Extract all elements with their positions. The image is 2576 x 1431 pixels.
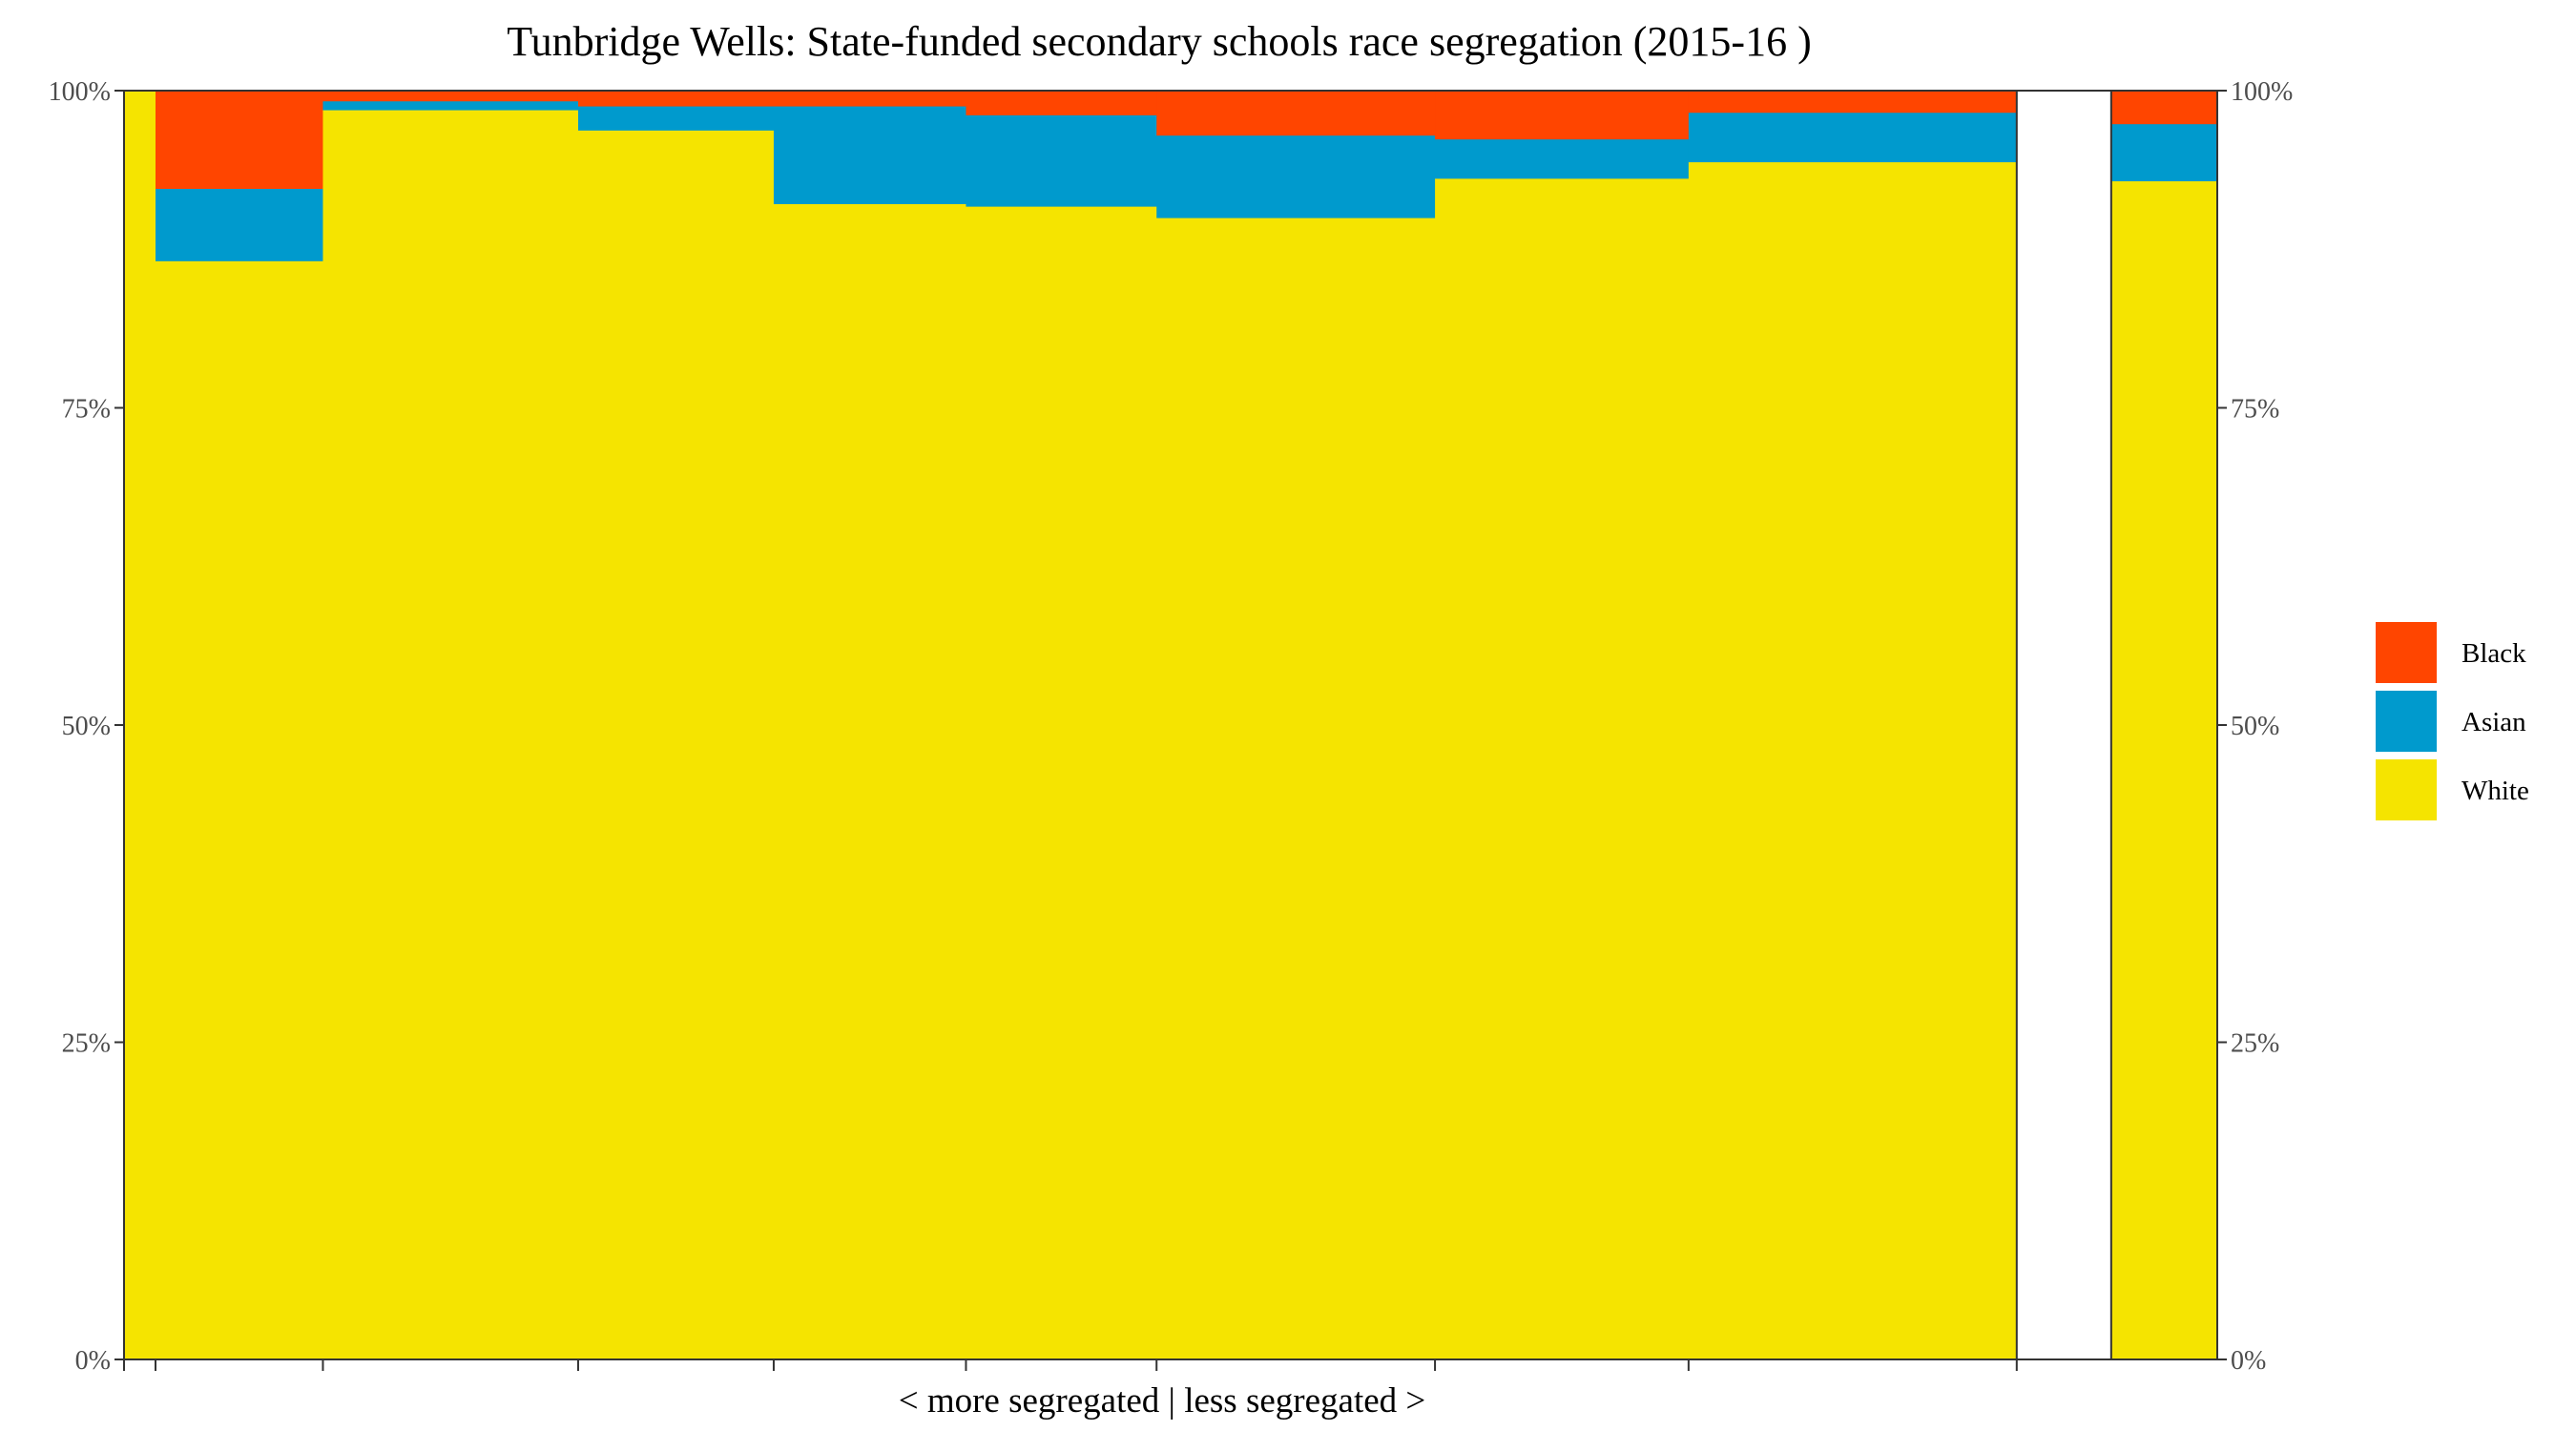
y-tick-label-left: 0%: [75, 1346, 111, 1376]
y-tick-label-left: 25%: [62, 1029, 111, 1059]
legend: Black Asian White: [2376, 622, 2529, 820]
bar-segment-black: [1435, 91, 1690, 140]
bar-segment-asian: [2110, 123, 2218, 182]
bar-segment-white: [1435, 177, 1690, 1360]
y-tick-label-left: 50%: [62, 712, 111, 741]
school-column: [156, 91, 324, 1360]
school-column: [966, 91, 1157, 1360]
bar-segment-asian: [156, 188, 324, 261]
y-tick-label-left: 100%: [49, 77, 111, 107]
bar-segment-asian: [322, 100, 579, 111]
bar-segment-black: [966, 91, 1157, 115]
bar-segment-black: [322, 91, 579, 102]
axes: 0% 25% 50% 75% 100% 0% 25% 50% 75% 100%: [49, 77, 2294, 1376]
school-column: [773, 91, 967, 1360]
legend-label-white: White: [2462, 776, 2529, 806]
legend-label-black: Black: [2462, 638, 2526, 669]
bar-segment-white: [156, 260, 324, 1360]
school-column: [577, 91, 775, 1360]
y-tick-label-right: 25%: [2231, 1029, 2279, 1059]
bar-segment-black: [156, 91, 324, 190]
bar-segment-white: [1156, 218, 1436, 1360]
y-tick-label-right: 75%: [2231, 395, 2279, 425]
chart-title: Tunbridge Wells: State-funded secondary …: [507, 18, 1811, 65]
y-tick-label-left: 75%: [62, 395, 111, 425]
bar-segment-asian: [1688, 112, 2018, 163]
bar-segment-asian: [1435, 138, 1690, 179]
legend-key-asian: [2376, 691, 2437, 752]
bar-segment-asian: [773, 105, 967, 204]
school-column: [1156, 91, 1436, 1360]
bar-segment-white: [966, 206, 1157, 1360]
bar-segment-black: [577, 91, 775, 107]
legend-item-asian: Asian: [2376, 691, 2526, 752]
bar-segment-white: [577, 130, 775, 1360]
plot-area: [124, 91, 2218, 1360]
school-column: [1435, 91, 1690, 1360]
legend-key-black: [2376, 622, 2437, 683]
bar-segment-white: [124, 91, 156, 1360]
bar-segment-black: [773, 91, 967, 107]
legend-label-asian: Asian: [2462, 707, 2526, 737]
bar-segment-white: [1688, 161, 2018, 1360]
school-column: [1688, 91, 2018, 1360]
y-tick-label-right: 50%: [2231, 712, 2279, 741]
legend-item-white: White: [2376, 759, 2529, 820]
bar-segment-asian: [1156, 135, 1436, 218]
x-axis-label: < more segregated | less segregated >: [899, 1381, 1426, 1421]
y-tick-label-right: 0%: [2231, 1346, 2266, 1376]
school-column: [124, 91, 156, 1360]
bar-segment-black: [2110, 91, 2218, 125]
y-tick-label-right: 100%: [2231, 77, 2293, 107]
bar-segment-white: [322, 109, 579, 1360]
legend-key-white: [2376, 759, 2437, 820]
bar-segment-white: [2110, 180, 2218, 1360]
bar-segment-black: [1156, 91, 1436, 136]
school-column: [322, 91, 579, 1360]
bar-segment-white: [773, 203, 967, 1360]
bar-segment-asian: [577, 105, 775, 131]
bar-segment-black: [1688, 91, 2018, 114]
legend-item-black: Black: [2376, 622, 2526, 683]
school-column: [2110, 91, 2218, 1360]
bar-segment-asian: [966, 114, 1157, 207]
